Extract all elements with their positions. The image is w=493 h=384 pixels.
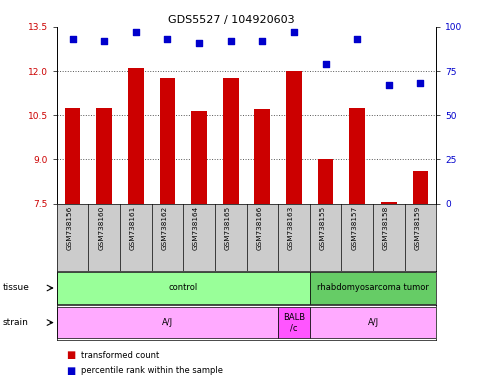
Text: GSM738155: GSM738155 xyxy=(319,206,325,250)
Bar xyxy=(254,109,270,204)
Text: GSM738158: GSM738158 xyxy=(383,206,389,250)
Text: ■: ■ xyxy=(67,366,76,376)
Point xyxy=(258,38,266,44)
Bar xyxy=(128,68,143,204)
Bar xyxy=(381,202,397,204)
Text: tissue: tissue xyxy=(2,283,30,293)
Text: ■: ■ xyxy=(67,350,76,360)
Text: transformed count: transformed count xyxy=(81,351,160,360)
Point xyxy=(164,36,172,42)
Bar xyxy=(278,307,310,338)
Text: GSM738157: GSM738157 xyxy=(351,206,357,250)
Bar xyxy=(57,307,278,338)
Text: GSM738161: GSM738161 xyxy=(130,206,136,250)
Bar xyxy=(223,78,239,204)
Text: GSM738165: GSM738165 xyxy=(225,206,231,250)
Bar xyxy=(317,159,333,204)
Text: percentile rank within the sample: percentile rank within the sample xyxy=(81,366,223,375)
Text: rhabdomyosarcoma tumor: rhabdomyosarcoma tumor xyxy=(317,283,429,293)
Bar xyxy=(350,108,365,204)
Text: strain: strain xyxy=(2,318,28,327)
Point xyxy=(417,80,424,86)
Point xyxy=(385,82,393,88)
Point xyxy=(227,38,235,44)
Point xyxy=(100,38,108,44)
Point xyxy=(321,61,329,67)
Bar xyxy=(96,108,112,204)
Text: A/J: A/J xyxy=(162,318,173,327)
Bar xyxy=(310,307,436,338)
Text: GSM738164: GSM738164 xyxy=(193,206,199,250)
Text: GSM738160: GSM738160 xyxy=(98,206,104,250)
Bar xyxy=(160,78,176,204)
Text: control: control xyxy=(169,283,198,293)
Text: GSM738166: GSM738166 xyxy=(256,206,262,250)
Bar xyxy=(191,111,207,204)
Bar xyxy=(57,273,310,303)
Bar xyxy=(65,108,80,204)
Bar xyxy=(413,171,428,204)
Point xyxy=(290,29,298,35)
Text: GSM738156: GSM738156 xyxy=(67,206,72,250)
Text: GSM738163: GSM738163 xyxy=(288,206,294,250)
Point xyxy=(132,29,140,35)
Point xyxy=(195,40,203,46)
Bar xyxy=(310,273,436,303)
Point xyxy=(69,36,76,42)
Text: GSM738159: GSM738159 xyxy=(415,206,421,250)
Text: A/J: A/J xyxy=(367,318,379,327)
Point xyxy=(353,36,361,42)
Bar xyxy=(286,71,302,204)
Text: GSM738162: GSM738162 xyxy=(161,206,168,250)
Text: BALB
/c: BALB /c xyxy=(283,313,305,332)
Text: GDS5527 / 104920603: GDS5527 / 104920603 xyxy=(169,15,295,25)
